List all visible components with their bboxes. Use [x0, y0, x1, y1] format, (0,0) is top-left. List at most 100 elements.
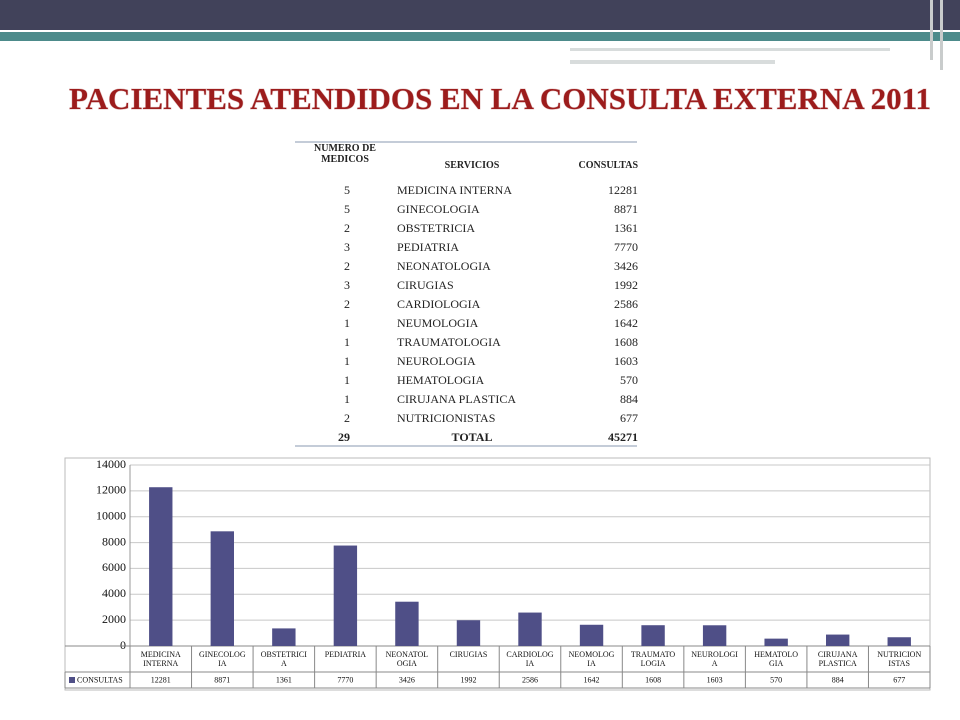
x-tick-label: OBSTETRICI A: [260, 650, 307, 668]
table-cell: 5: [344, 183, 350, 197]
table-cell: 1: [344, 316, 350, 330]
accent-band: [0, 32, 960, 41]
bar: [272, 628, 296, 646]
top-bar: [0, 0, 960, 30]
y-tick-label: 0: [120, 638, 126, 652]
accent-line: [940, 0, 943, 70]
value-label: 1642: [584, 675, 600, 684]
value-label: 1608: [645, 675, 661, 684]
table-total: 29: [338, 430, 350, 444]
x-tick-label: NEONATOL OGIA: [385, 650, 429, 668]
bar: [518, 612, 542, 646]
value-label: 12281: [151, 675, 171, 684]
x-tick-label: CARDIOLOG IA: [506, 650, 554, 668]
table-cell: 3426: [614, 259, 638, 273]
value-label: 884: [832, 675, 844, 684]
table-cell: 884: [620, 392, 638, 406]
bar: [333, 545, 358, 646]
y-tick-label: 10000: [96, 508, 126, 522]
slide-title: PACIENTES ATENDIDOS EN LA CONSULTA EXTER…: [69, 81, 931, 116]
table-cell: 1603: [614, 354, 638, 368]
bar: [641, 625, 665, 646]
bar: [579, 624, 604, 646]
x-tick-label: NEUROLOGI A: [691, 650, 738, 668]
bar: [702, 625, 727, 646]
x-tick-label: CIRUJANA PLASTICA: [817, 650, 858, 668]
table-cell: 1: [344, 354, 350, 368]
table-cell: OBSTETRICIA: [397, 221, 475, 235]
x-tick-label: CIRUGIAS: [449, 650, 488, 659]
table-total: TOTAL: [451, 430, 493, 444]
table-cell: 1361: [614, 221, 638, 235]
table-cell: TRAUMATOLOGIA: [397, 335, 501, 349]
table-cell: 3: [344, 240, 350, 254]
accent-line: [570, 48, 890, 51]
value-label: 3426: [399, 675, 415, 684]
table-cell: 677: [620, 411, 638, 425]
table-cell: 2: [344, 221, 350, 235]
x-tick-label: MEDICINA INTERNA: [140, 650, 181, 668]
y-tick-label: 4000: [102, 586, 126, 600]
table-cell: 1: [344, 392, 350, 406]
value-label: 8871: [214, 675, 230, 684]
bar: [149, 487, 173, 646]
x-tick-label: PEDIATRIA: [324, 650, 367, 659]
table-cell: CARDIOLOGIA: [397, 297, 481, 311]
table-cell: HEMATOLOGIA: [397, 373, 485, 387]
table-cell: NEUMOLOGIA: [397, 316, 479, 330]
value-label: 2586: [522, 675, 538, 684]
value-label: 677: [893, 675, 905, 684]
table-cell: 1608: [614, 335, 638, 349]
y-tick-label: 8000: [102, 534, 126, 548]
x-tick-label: HEMATOLO GIA: [754, 650, 799, 668]
table-cell: MEDICINA INTERNA: [397, 183, 512, 197]
table-cell: NEONATOLOGIA: [397, 259, 491, 273]
y-tick-label: 6000: [102, 560, 126, 574]
y-tick-label: 2000: [102, 612, 126, 626]
table-cell: 2586: [614, 297, 638, 311]
bar: [210, 531, 234, 646]
table-cell: GINECOLOGIA: [397, 202, 480, 216]
x-tick-label: NEOMOLOG IA: [568, 650, 615, 668]
table-header: NUMERO DE MEDICOS: [314, 143, 376, 165]
legend-label: CONSULTAS: [77, 675, 123, 684]
y-tick-label: 12000: [96, 483, 126, 497]
table-cell: NEUROLOGIA: [397, 354, 476, 368]
table-cell: 7770: [614, 240, 638, 254]
y-tick-label: 14000: [96, 457, 126, 471]
legend-swatch: [69, 677, 75, 683]
table-cell: 3: [344, 278, 350, 292]
x-tick-label: TRAUMATO LOGIA: [630, 650, 676, 668]
table-cell: 1642: [614, 316, 638, 330]
table-cell: 1992: [614, 278, 638, 292]
table-header: CONSULTAS: [578, 160, 638, 171]
value-label: 7770: [337, 675, 353, 684]
bar: [456, 620, 481, 646]
table-cell: 1: [344, 373, 350, 387]
table-total: 45271: [608, 430, 638, 444]
value-label: 1361: [276, 675, 292, 684]
table-cell: NUTRICIONISTAS: [397, 411, 496, 425]
table-cell: 570: [620, 373, 638, 387]
table-cell: 2: [344, 259, 350, 273]
value-label: 1603: [707, 675, 723, 684]
value-label: 1992: [460, 675, 476, 684]
table-cell: CIRUGIAS: [397, 278, 454, 292]
x-tick-label: NUTRICION ISTAS: [877, 650, 922, 668]
table-cell: 2: [344, 411, 350, 425]
bar: [764, 638, 788, 646]
accent-line: [570, 60, 775, 64]
table-cell: 8871: [614, 202, 638, 216]
bar: [826, 634, 850, 646]
accent-line: [930, 0, 933, 60]
x-tick-label: GINECOLOG IA: [198, 650, 246, 668]
table-header: SERVICIOS: [444, 160, 500, 171]
table-cell: CIRUJANA PLASTICA: [397, 392, 517, 406]
table-cell: PEDIATRIA: [397, 240, 459, 254]
chart-frame: [64, 457, 931, 691]
value-label: 570: [770, 675, 782, 684]
table-cell: 5: [344, 202, 350, 216]
bar: [887, 637, 911, 646]
